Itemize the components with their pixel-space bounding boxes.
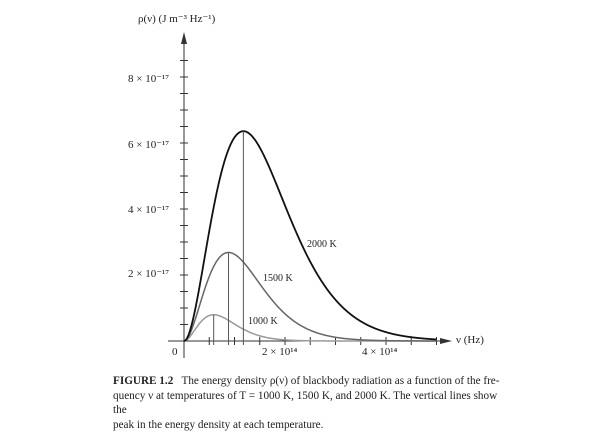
blackbody-chart [168,32,452,358]
figure-caption: FIGURE 1.2 The energy density ρ(ν) of bl… [113,374,513,432]
y-axis-label: ρ(ν) (J m⁻³ Hz⁻¹) [138,13,216,25]
x-tick-label-0: 0 [172,346,178,358]
figure-number: FIGURE 1.2 [113,375,174,387]
caption-line-1: The energy density ρ(ν) of blackbody rad… [181,375,500,387]
x-tick-label-2: 4 × 10¹⁴ [362,346,398,358]
y-tick-label-2e-17: 2 × 10⁻¹⁷ [128,268,170,280]
y-tick-label-8e-17: 8 × 10⁻¹⁷ [128,73,170,85]
chart-curves [183,130,437,345]
series-label-1000k: 1000 K [248,316,278,327]
x-axis-label: ν (Hz) [456,334,484,346]
curve-2000k [183,130,437,342]
y-tick-label-6e-17: 6 × 10⁻¹⁷ [128,139,170,151]
chart-axes [168,32,452,358]
caption-line-2: quency ν at temperatures of T = 1000 K, … [113,389,498,417]
y-tick-label-4e-17: 4 × 10⁻¹⁷ [128,204,170,216]
series-label-1500k: 1500 K [263,273,293,284]
x-tick-label-1: 2 × 10¹⁴ [262,346,298,358]
series-label-2000k: 2000 K [307,239,337,250]
caption-line-3: peak in the energy density at each tempe… [113,418,324,431]
curve-1500k [183,251,437,342]
